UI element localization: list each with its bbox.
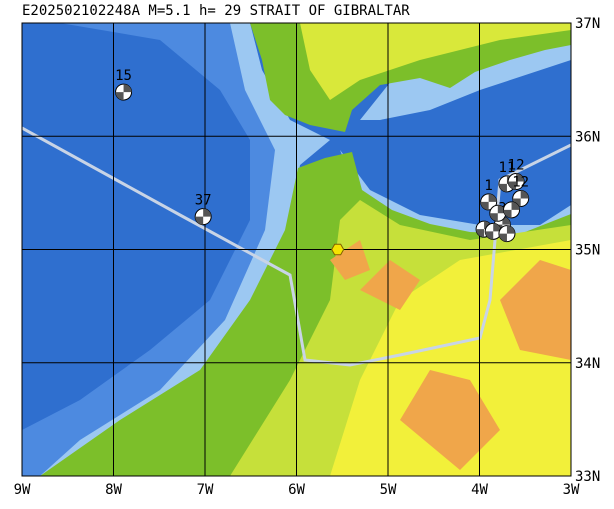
- lon-label: 5W: [380, 482, 397, 498]
- beachball-quadrant: [503, 201, 520, 218]
- beachball-quadrant: [115, 84, 132, 101]
- event-label: 12: [512, 175, 529, 191]
- beachball-quadrant: [489, 205, 506, 222]
- beachball-quadrant: [512, 190, 529, 207]
- beachball-quadrant: [480, 193, 497, 210]
- focal-mechanism: [512, 190, 530, 208]
- lon-label: 3W: [563, 482, 580, 498]
- focal-mechanism: [503, 201, 521, 219]
- lat-label: 37N: [575, 16, 600, 32]
- beachball-quadrant: [508, 173, 525, 190]
- lon-label: 4W: [471, 482, 488, 498]
- focal-mechanism: [115, 83, 133, 101]
- lat-label: 35N: [575, 243, 600, 259]
- focal-mechanism: [194, 208, 212, 226]
- map-title: E202502102248A M=5.1 h= 29 STRAIT OF GIB…: [22, 3, 410, 19]
- focal-mechanism: [480, 193, 498, 211]
- lon-label: 7W: [197, 482, 214, 498]
- focal-mechanism: [507, 173, 525, 191]
- beachball-quadrant: [498, 225, 515, 242]
- lat-label: 34N: [575, 356, 600, 372]
- lon-label: 8W: [105, 482, 122, 498]
- lat-label: 36N: [575, 129, 600, 145]
- focal-mechanism: [489, 204, 507, 222]
- beachball-quadrant: [485, 223, 502, 240]
- event-label: 37: [195, 193, 212, 209]
- event-label: 1: [484, 178, 492, 194]
- focal-mechanism: [498, 225, 516, 243]
- lon-label: 9W: [14, 482, 31, 498]
- lat-label: 33N: [575, 469, 600, 485]
- event-label: 11: [499, 160, 516, 176]
- epicenter: [331, 243, 345, 256]
- lon-label: 6W: [288, 482, 305, 498]
- event-label: 15: [115, 68, 132, 84]
- beachball-quadrant: [195, 208, 212, 225]
- event-label: 12: [508, 158, 525, 174]
